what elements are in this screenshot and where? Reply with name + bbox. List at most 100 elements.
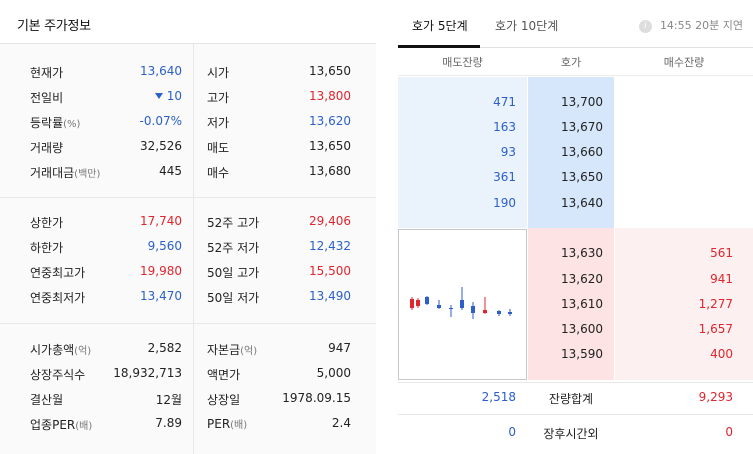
bid-row[interactable]: 13,610 1,277: [398, 297, 753, 322]
panel-title: 기본 주가정보: [17, 19, 91, 34]
ask-qty-background: [398, 77, 527, 228]
bid-price-background: [528, 228, 614, 380]
col-bid-qty: 매수잔량: [663, 56, 705, 69]
value-52w-low: 12,432: [309, 239, 351, 253]
label-ask-price: 매도: [207, 141, 230, 155]
bid-qty: 1,657: [698, 322, 733, 336]
info-icon[interactable]: i: [638, 20, 652, 33]
row-lower-limit: 하한가 9,560 52주 저가 12,432: [0, 239, 376, 264]
candle-9: [497, 310, 501, 316]
ask-row[interactable]: 190 13,640: [398, 196, 753, 221]
label-50d-low: 50일 저가: [207, 291, 260, 305]
value-bid-price: 13,680: [309, 164, 351, 178]
value-high-price: 13,800: [309, 89, 351, 103]
value-per: 2.4: [331, 416, 351, 430]
candle-4: [437, 300, 441, 309]
ask-row[interactable]: 163 13,670: [398, 120, 753, 145]
value-upper-limit: 17,740: [140, 214, 182, 228]
value-fiscal-month: 12월: [155, 393, 182, 407]
candle-1: [410, 297, 414, 310]
ask-qty: 93: [500, 145, 516, 159]
label-bid-price: 매수: [207, 166, 230, 180]
candle-7: [471, 302, 475, 319]
candle-6: [460, 287, 464, 310]
col-ask-qty: 매도잔량: [442, 56, 483, 69]
ask-price-background: [528, 77, 614, 228]
row-listed-shares: 상장주식수 18,932,713 액면가 5,000: [0, 366, 376, 391]
bid-price: 13,610: [561, 297, 603, 311]
row-fiscal-month: 결산월 12월 상장일 1978.09.15: [0, 391, 376, 416]
row-trade-value: 거래대금(백만) 445 매수 13,680: [0, 164, 376, 189]
ask-qty: 361: [493, 170, 516, 184]
label-year-low: 연중최저가: [30, 291, 86, 305]
label-year-high: 연중최고가: [30, 266, 86, 280]
value-trade-value: 445: [159, 164, 182, 178]
label-upper-limit: 상한가: [30, 216, 64, 230]
value-volume: 32,526: [140, 139, 182, 153]
bid-qty-background: [615, 228, 753, 380]
ask-price: 13,660: [561, 145, 603, 159]
label-industry-per: 업종PER(배): [30, 418, 93, 432]
ask-qty: 163: [493, 120, 516, 134]
ask-price: 13,640: [561, 196, 603, 210]
total-remaining-row: 2,518 잔량합계 9,293: [398, 382, 753, 412]
bid-qty: 561: [710, 246, 733, 260]
ask-row[interactable]: 361 13,650: [398, 170, 753, 195]
value-change: 10: [154, 89, 182, 103]
value-year-high: 19,980: [140, 264, 182, 278]
candle-chart-svg: [410, 287, 512, 319]
bid-row[interactable]: 13,600 1,657: [398, 322, 753, 347]
bid-qty: 1,277: [698, 297, 733, 311]
candle-5: [449, 305, 453, 317]
label-fiscal-month: 결산월: [30, 393, 64, 407]
basic-stock-info-panel: 기본 주가정보 현재가 13,640 시가 13,650 전일비 10 고가 1…: [0, 0, 376, 454]
tab-10-levels[interactable]: 호가 10단계: [495, 19, 559, 33]
value-50d-high: 15,500: [309, 264, 351, 278]
label-per: PER(배): [207, 417, 248, 431]
order-book-panel: 호가 5단계 호가 10단계 i 14:55 20분 지연 매도잔량 호가 매수잔…: [398, 0, 753, 454]
label-high-price: 고가: [207, 91, 230, 105]
value-capital: 947: [328, 341, 351, 355]
candle-10: [508, 309, 512, 316]
row-year-low: 연중최저가 13,470 50일 저가 13,490: [0, 289, 376, 314]
col-price: 호가: [560, 56, 582, 69]
label-volume: 거래량: [30, 141, 64, 155]
label-capital: 자본금(억): [207, 343, 258, 357]
label-change-rate: 등락률(%): [30, 116, 81, 130]
total-ask-qty: 2,518: [481, 390, 516, 404]
ask-price: 13,700: [561, 95, 603, 109]
after-hours-ask-qty: 0: [508, 425, 516, 439]
ask-row[interactable]: 93 13,660: [398, 145, 753, 170]
order-book-tabs: 호가 5단계 호가 10단계 i 14:55 20분 지연: [398, 0, 753, 48]
bid-qty: 941: [710, 272, 733, 286]
label-50d-high: 50일 고가: [207, 266, 260, 280]
bid-row[interactable]: 13,630 561: [398, 246, 753, 271]
bid-price: 13,630: [561, 246, 603, 260]
label-52w-low: 52주 저가: [207, 241, 260, 255]
label-trade-value: 거래대금(백만): [30, 166, 101, 180]
row-year-high: 연중최고가 19,980 50일 고가 15,500: [0, 264, 376, 289]
candle-3: [425, 296, 429, 305]
ask-qty: 190: [493, 196, 516, 210]
value-industry-per: 7.89: [155, 416, 182, 430]
ask-qty: 471: [493, 95, 516, 109]
value-open-price: 13,650: [309, 64, 351, 78]
value-current-price: 13,640: [140, 64, 182, 78]
value-lower-limit: 9,560: [147, 239, 182, 253]
value-change-rate: -0.07%: [139, 114, 182, 128]
bid-row[interactable]: 13,620 941: [398, 272, 753, 297]
tab-5-levels[interactable]: 호가 5단계: [412, 19, 468, 33]
label-open-price: 시가: [207, 66, 230, 80]
ask-row[interactable]: 471 13,700: [398, 95, 753, 120]
value-listing-date: 1978.09.15: [282, 391, 351, 405]
order-book-header: 매도잔량 호가 매수잔량: [398, 48, 753, 76]
bid-price: 13,620: [561, 272, 603, 286]
label-change: 전일비: [30, 91, 64, 105]
row-change: 전일비 10 고가 13,800: [0, 89, 376, 114]
label-listed-shares: 상장주식수: [30, 368, 86, 382]
bid-row[interactable]: 13,590 400: [398, 347, 753, 372]
label-52w-high: 52주 고가: [207, 216, 260, 230]
value-market-cap: 2,582: [147, 341, 182, 355]
footer-divider: [398, 414, 753, 415]
label-par-value: 액면가: [207, 368, 241, 382]
